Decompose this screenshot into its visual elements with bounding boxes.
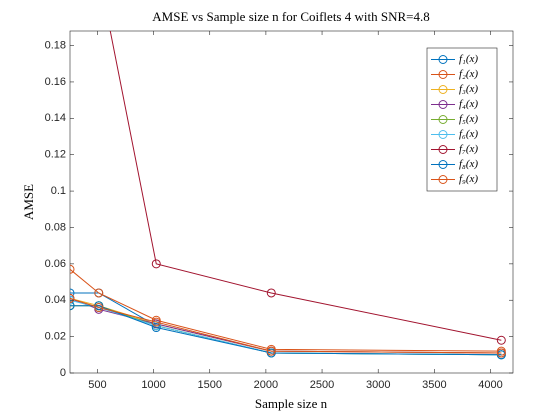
legend-label: f₅(x): [459, 113, 478, 125]
x-tick-label: 2000: [254, 379, 278, 391]
y-tick-label: 0.12: [45, 149, 66, 161]
y-tick-label: 0.14: [45, 112, 66, 124]
series-line: [70, 305, 502, 356]
legend-marker: [438, 145, 448, 154]
series-marker: [266, 288, 276, 298]
series-marker: [496, 348, 506, 358]
legend-label: f₁(x): [459, 53, 478, 65]
y-tick-label: 0.1: [51, 185, 66, 197]
legend-marker: [438, 130, 448, 139]
x-tick-label: 2500: [310, 379, 334, 391]
y-tick-label: 0.06: [45, 258, 66, 270]
series-marker: [70, 301, 75, 311]
legend-label: f₆(x): [459, 128, 478, 140]
legend-marker: [438, 55, 448, 64]
legend-label: f₈(x): [459, 158, 478, 170]
legend-label: f₇(x): [459, 143, 478, 155]
x-tick-label: 1000: [141, 379, 165, 391]
series-marker: [94, 303, 104, 313]
x-tick-label: 500: [88, 379, 106, 391]
y-tick-label: 0: [60, 367, 66, 379]
x-tick-label: 3500: [422, 379, 446, 391]
legend-marker: [438, 85, 448, 94]
x-axis-label: Sample size n: [255, 396, 328, 411]
series-line: [70, 297, 502, 354]
y-tick-label: 0.04: [45, 294, 66, 306]
legend-label: f₉(x): [459, 173, 478, 185]
x-tick-label: 4000: [478, 379, 502, 391]
y-tick-label: 0.18: [45, 39, 66, 51]
legend-marker: [438, 100, 448, 109]
x-tick-label: 3000: [366, 379, 390, 391]
series-marker: [266, 346, 276, 356]
series-marker: [151, 259, 161, 269]
series-marker: [151, 323, 161, 333]
series-line: [109, 31, 502, 341]
legend-marker: [438, 160, 448, 169]
series-marker: [94, 288, 104, 298]
y-tick-label: 0.08: [45, 221, 66, 233]
legend: f₁(x) f₂(x) f₃(x) f₄(x) f₅(x) f₆(x) f₇(x) f₈(x)…: [426, 47, 498, 192]
y-tick-label: 0.02: [45, 331, 66, 343]
series-marker: [70, 288, 75, 298]
legend-label: f₃(x): [459, 83, 478, 95]
series-marker: [70, 264, 75, 274]
y-axis-label: AMSE: [21, 184, 36, 220]
series-marker: [496, 335, 506, 345]
legend-label: f₄(x): [459, 98, 478, 110]
series-marker: [70, 293, 75, 303]
x-tick-label: 1500: [197, 379, 221, 391]
chart-title: AMSE vs Sample size n for Coiflets 4 wit…: [152, 9, 429, 24]
legend-label: f₂(x): [459, 68, 478, 80]
series-marker: [151, 317, 161, 327]
y-tick-label: 0.16: [45, 76, 66, 88]
legend-marker: [438, 115, 448, 124]
legend-marker: [438, 70, 448, 79]
legend-marker: [438, 175, 448, 184]
